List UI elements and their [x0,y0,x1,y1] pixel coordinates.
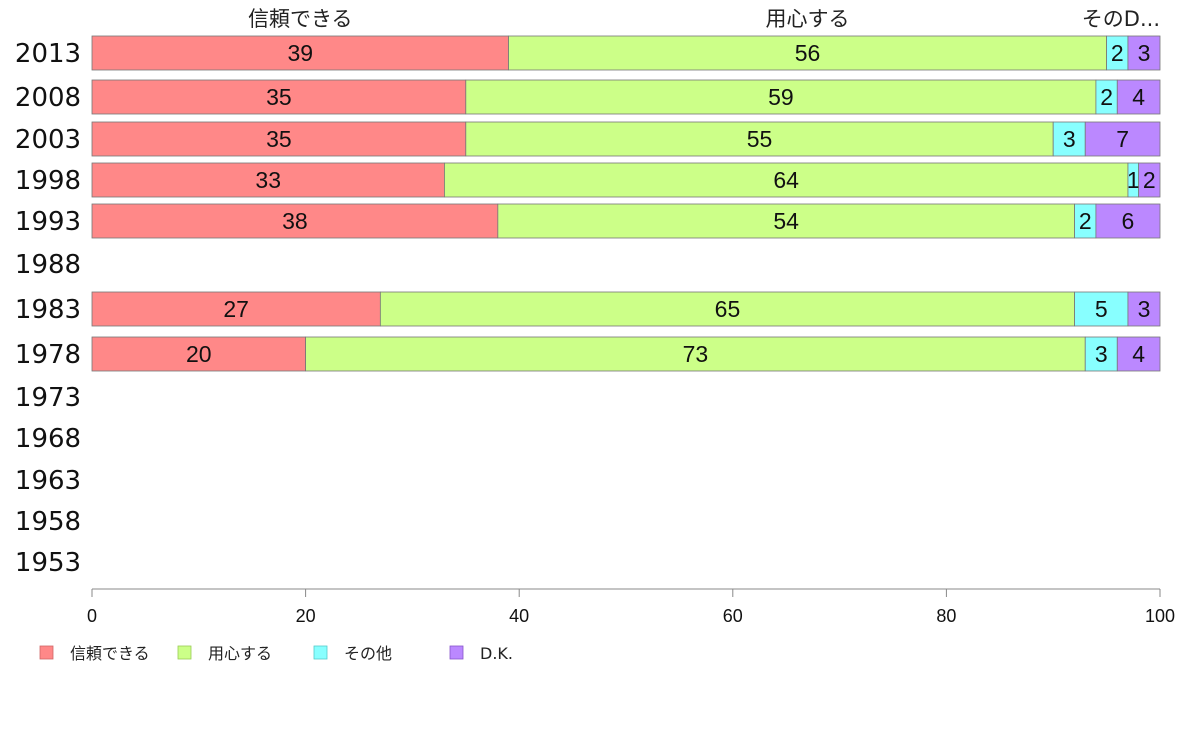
bar-value-2003-3: 7 [1116,126,1129,152]
bars: 39 56 2 335 59 2 435 55 3 733 64 1 238 54 2 627 65 5 320 73… [91,35,1161,372]
year-label-1993: 1993 [15,207,81,237]
bar-segment-1998-3 [1138,162,1161,198]
bar-segment-2013-0 [91,35,509,71]
x-tick-label-20: 20 [296,606,316,626]
year-label-1983: 1983 [15,295,81,325]
x-tick-label-40: 40 [509,606,529,626]
bar-segment-1993-1 [497,203,1075,239]
legend-label-0: 信頼できる [70,644,150,663]
bar-segment-2008-3 [1116,79,1161,115]
bar-segment-1998-0 [91,162,445,198]
bar-value-2003-1: 55 [747,126,773,152]
bar-segment-1983-2 [1074,291,1129,327]
bar-value-1993-0: 38 [282,208,308,234]
bar-segment-2003-2 [1052,121,1086,157]
year-label-1958: 1958 [15,507,81,537]
bar-value-1993-2: 2 [1079,208,1092,234]
x-tick-label-60: 60 [723,606,743,626]
legend-label-3: D.K. [480,644,513,663]
bar-value-1978-0: 20 [186,341,212,367]
bar-segment-1983-1 [379,291,1075,327]
year-label-1968: 1968 [15,424,81,454]
bar-value-1993-3: 6 [1122,208,1135,234]
bar-value-1978-2: 3 [1095,341,1108,367]
bar-value-1983-2: 5 [1095,296,1108,322]
bar-value-2013-2: 2 [1111,40,1124,66]
legend-swatch-2 [313,645,328,660]
bar-value-2013-1: 56 [795,40,821,66]
bar-value-1993-1: 54 [773,208,799,234]
x-axis: 0 20 40 60 80 100 [87,588,1175,626]
bar-value-1998-0: 33 [255,167,281,193]
bar-segment-2013-1 [508,35,1108,71]
bar-segment-2013-3 [1127,35,1161,71]
bar-segment-2003-3 [1084,121,1161,157]
bar-segment-1983-3 [1127,291,1161,327]
year-label-1988: 1988 [15,250,81,280]
x-tick-label-100: 100 [1145,606,1175,626]
bar-segment-1978-3 [1116,336,1161,372]
bar-segment-2003-1 [465,121,1054,157]
bar-value-1983-1: 65 [715,296,741,322]
bar-segment-2008-1 [465,79,1097,115]
bar-value-1978-1: 73 [683,341,709,367]
bar-segment-1978-0 [91,336,307,372]
bar-segment-2003-0 [91,121,467,157]
legend: 信頼できる 用心する その他 D.K. [39,644,513,663]
year-label-1978: 1978 [15,340,81,370]
year-label-1963: 1963 [15,466,81,496]
column-header-0: 信頼できる [248,7,353,31]
year-label-2013: 2013 [15,39,81,69]
x-tick-label-0: 0 [87,606,97,626]
bar-value-1983-3: 3 [1138,296,1151,322]
bar-value-1978-3: 4 [1132,341,1145,367]
legend-swatch-1 [177,645,192,660]
x-tick-label-80: 80 [936,606,956,626]
year-label-1953: 1953 [15,548,81,578]
bar-value-2008-3: 4 [1132,84,1145,110]
bar-segment-1998-1 [444,162,1129,198]
column-header-2: そのD... [1082,7,1160,31]
bar-value-2013-0: 39 [287,40,313,66]
column-headers: 信頼できる 用心する そのD... [248,7,1160,31]
year-label-2003: 2003 [15,125,81,155]
bar-segment-1983-0 [91,291,381,327]
bar-value-2008-0: 35 [266,84,292,110]
bar-segment-1993-3 [1095,203,1161,239]
bar-value-1983-0: 27 [223,296,249,322]
year-label-1998: 1998 [15,166,81,196]
column-header-1: 用心する [766,7,850,31]
year-labels: 2013 2008 2003 1998 1993 1988 1983 1978 1973 1968… [15,39,81,578]
bar-value-2008-2: 2 [1100,84,1113,110]
legend-label-1: 用心する [208,644,272,663]
bar-segment-1978-2 [1084,336,1118,372]
bar-value-2003-2: 3 [1063,126,1076,152]
bar-value-2013-3: 3 [1138,40,1151,66]
bar-value-2003-0: 35 [266,126,292,152]
bar-value-2008-1: 59 [768,84,794,110]
bar-segment-1993-0 [91,203,499,239]
bar-value-1998-3: 2 [1143,167,1156,193]
bar-value-1998-1: 64 [773,167,799,193]
legend-swatch-0 [39,645,54,660]
year-label-1973: 1973 [15,383,81,413]
legend-swatch-3 [449,645,464,660]
bar-segment-1978-1 [305,336,1086,372]
year-label-2008: 2008 [15,83,81,113]
legend-label-2: その他 [344,644,392,663]
bar-value-1998-2: 1 [1127,167,1140,193]
bar-segment-2008-0 [91,79,467,115]
